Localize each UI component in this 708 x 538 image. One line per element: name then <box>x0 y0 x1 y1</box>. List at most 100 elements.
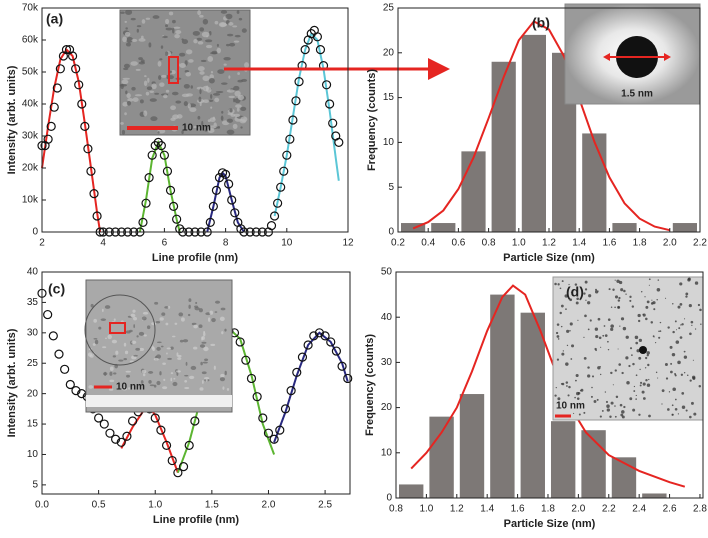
inset-texture <box>226 387 230 391</box>
data-point <box>337 361 347 371</box>
inset-texture <box>195 301 198 305</box>
inset-texture <box>224 328 227 332</box>
inset-texture <box>689 379 692 382</box>
inset-texture <box>620 288 624 292</box>
inset-texture <box>123 63 130 69</box>
data-point <box>276 182 286 192</box>
inset-texture <box>183 101 188 107</box>
inset-texture <box>648 414 651 418</box>
bar <box>520 312 545 498</box>
inset-texture <box>227 112 234 116</box>
inset-texture <box>575 301 579 305</box>
data-point <box>144 173 154 183</box>
inset-texture <box>172 27 175 34</box>
inset-texture <box>131 340 137 345</box>
inset-texture <box>198 324 203 328</box>
data-point <box>147 150 157 160</box>
inset-texture <box>561 382 565 386</box>
inset-texture <box>618 363 622 366</box>
inset-texture <box>202 361 208 364</box>
inset-texture <box>187 313 191 317</box>
inset-texture <box>626 381 630 385</box>
data-point <box>122 431 132 441</box>
inset-texture <box>672 330 675 334</box>
inset-texture <box>154 301 159 305</box>
inset-texture <box>205 85 209 92</box>
x-tick-label: 0.2 <box>391 238 405 249</box>
inset-texture <box>617 299 621 302</box>
inset-texture <box>94 339 99 345</box>
inset-texture <box>555 387 557 389</box>
data-point <box>153 137 163 147</box>
inset-texture <box>143 334 147 337</box>
inset-texture <box>645 317 648 321</box>
data-point <box>326 337 336 347</box>
y-tick-label: 15 <box>27 419 39 430</box>
inset-texture <box>226 33 234 37</box>
data-point <box>150 141 160 151</box>
inset-texture <box>228 22 234 26</box>
inset-texture <box>209 117 216 123</box>
inset-texture <box>566 329 570 333</box>
inset-texture <box>683 355 688 359</box>
inset-texture <box>190 365 197 371</box>
inset-texture <box>197 115 201 120</box>
inset-texture <box>579 389 582 392</box>
inset-texture <box>679 336 683 339</box>
inset-texture <box>236 107 240 112</box>
panel-label: (c) <box>48 281 65 297</box>
panel-label: (d) <box>566 284 584 300</box>
scale-label: 10 nm <box>116 382 145 393</box>
inset-texture <box>216 43 219 47</box>
data-point <box>165 185 176 195</box>
data-point <box>141 198 151 208</box>
inset-texture <box>667 408 670 411</box>
inset-texture <box>149 90 154 93</box>
inset-texture <box>90 303 94 308</box>
inset-texture <box>668 391 671 393</box>
inset-texture <box>584 314 587 318</box>
inset-texture <box>556 323 560 326</box>
inset-texture <box>555 331 559 335</box>
inset-texture <box>138 331 145 336</box>
inset-texture <box>602 334 605 337</box>
inset-texture <box>599 373 602 376</box>
x-tick-label: 1.2 <box>450 504 464 515</box>
inset-texture <box>196 37 203 41</box>
inset-texture <box>177 357 182 360</box>
inset-texture <box>583 336 585 338</box>
data-point <box>43 134 53 144</box>
inset-texture <box>629 397 633 401</box>
inset-texture <box>198 308 203 313</box>
plot-frame <box>41 271 351 495</box>
inset-texture <box>165 322 169 326</box>
inset-texture <box>142 311 149 315</box>
inset-texture <box>610 306 613 309</box>
inset-texture <box>637 319 641 323</box>
inset-texture <box>126 36 134 43</box>
inset-texture <box>199 88 202 95</box>
inset-texture <box>610 327 614 331</box>
inset-texture <box>656 288 661 292</box>
y-tick-label: 40 <box>27 267 39 278</box>
data-point <box>71 64 81 74</box>
inset-texture <box>576 297 579 301</box>
inset-texture <box>107 334 112 340</box>
inset-texture <box>199 71 205 75</box>
data-point <box>227 195 237 205</box>
inset-texture <box>576 391 580 396</box>
x-tick-label: 1.0 <box>148 500 162 511</box>
inset-texture <box>233 98 236 103</box>
inset-texture <box>149 98 157 102</box>
inset-texture <box>238 17 243 21</box>
inset-texture <box>614 306 616 309</box>
inset-texture <box>680 373 684 376</box>
inset-texture <box>183 83 190 89</box>
inset-texture <box>620 413 624 417</box>
data-point <box>46 121 56 132</box>
inset-texture <box>642 382 646 386</box>
x-axis-title: Particle Size (nm) <box>504 518 596 530</box>
x-tick-label: 0.8 <box>389 504 403 515</box>
inset-texture <box>560 325 563 328</box>
inset-texture <box>163 94 168 99</box>
